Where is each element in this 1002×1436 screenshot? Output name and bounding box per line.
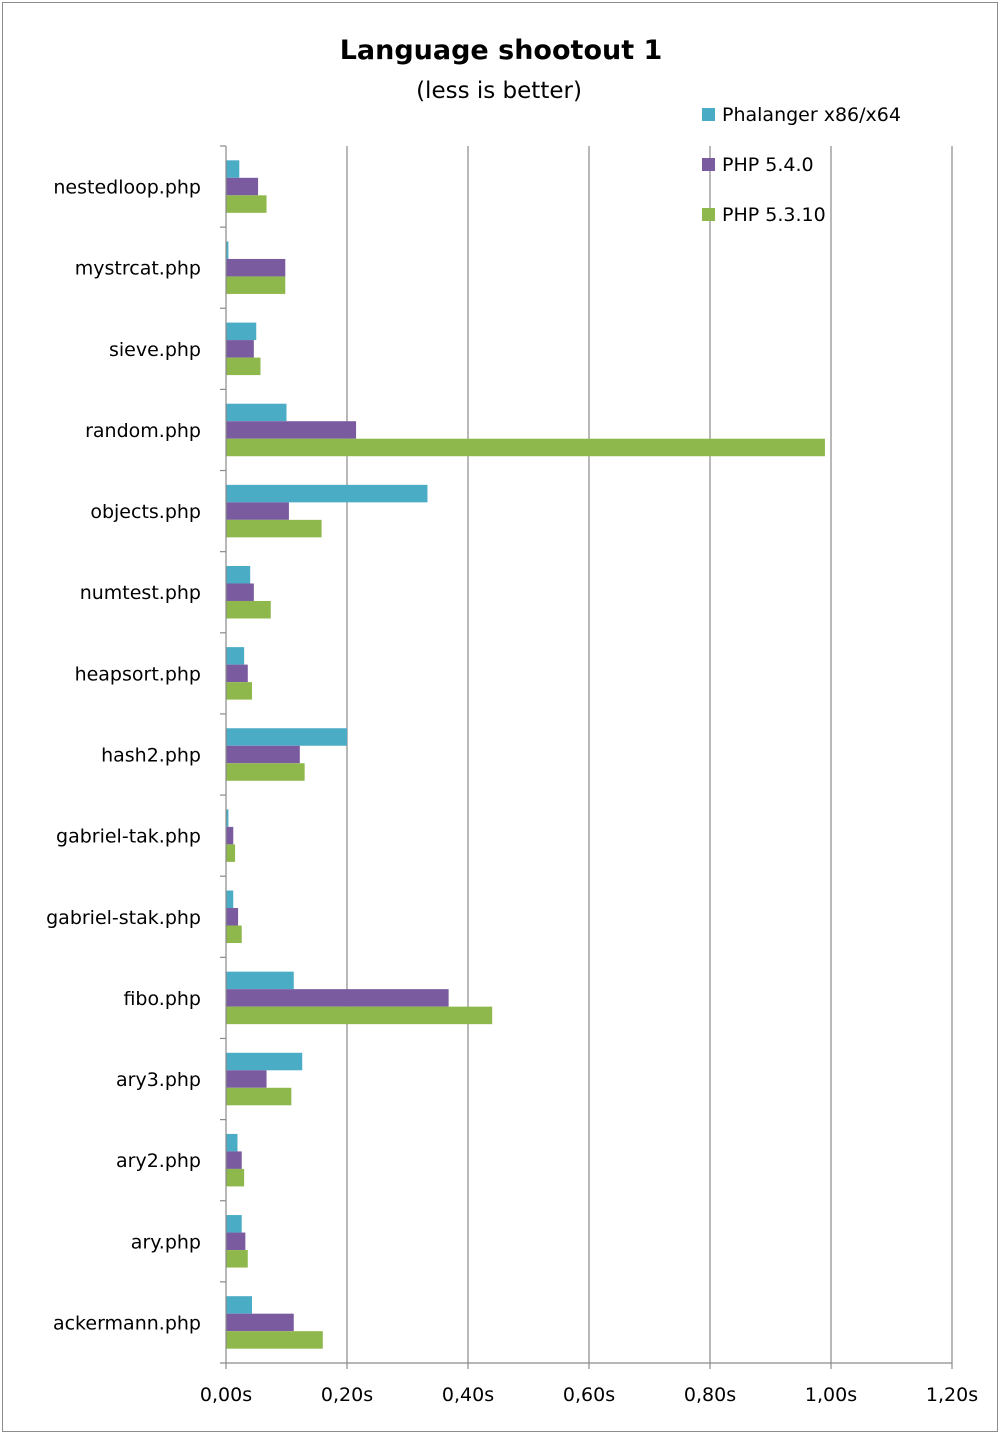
category-label: ary.php	[131, 1231, 201, 1253]
bar	[226, 600, 271, 619]
bar	[226, 322, 257, 341]
category-label: fibo.php	[123, 988, 201, 1010]
x-tick-label: 1,00s	[805, 1384, 857, 1406]
legend-label: PHP 5.4.0	[722, 154, 814, 176]
bar	[226, 1331, 323, 1349]
legend-swatch	[702, 208, 715, 221]
category-label: random.php	[85, 420, 201, 442]
bar	[226, 1232, 246, 1251]
bar	[226, 565, 251, 584]
x-tick-label: 0,00s	[200, 1384, 252, 1406]
x-tick-label: 0,20s	[321, 1384, 373, 1406]
category-label: sieve.php	[109, 339, 201, 361]
bar	[226, 484, 428, 503]
bar	[226, 1006, 493, 1025]
bar	[226, 1168, 245, 1187]
category-label: ary3.php	[116, 1069, 201, 1091]
bar	[226, 890, 234, 909]
bar	[226, 1052, 303, 1071]
tick-labels: 0,00s 0,20s 0,40s 0,60s 0,80s 1,00s 1,20s	[200, 1384, 978, 1406]
bar	[226, 502, 289, 520]
bar	[226, 1215, 242, 1233]
bar	[226, 763, 305, 781]
bar	[226, 971, 294, 990]
x-tick-label: 1,20s	[926, 1384, 978, 1406]
x-tick-label: 0,80s	[684, 1384, 736, 1406]
bar	[226, 647, 245, 665]
bar	[226, 357, 261, 376]
bar	[226, 745, 300, 764]
bar	[226, 989, 449, 1007]
legend: Phalanger x86/x64 PHP 5.4.0 PHP 5.3.10	[702, 104, 901, 226]
bar	[226, 160, 240, 178]
chart-title: Language shootout 1	[340, 35, 663, 66]
category-label: objects.php	[90, 501, 201, 523]
legend-swatch	[702, 158, 715, 171]
bar	[226, 925, 242, 944]
category-labels: nestedloop.php mystrcat.php sieve.php rando…	[46, 177, 201, 1335]
x-tick-label: 0,60s	[563, 1384, 615, 1406]
bar	[226, 728, 347, 746]
chart-subtitle: (less is better)	[416, 78, 582, 104]
bar	[226, 682, 253, 700]
bar-chart: Language shootout 1 (less is better) nes…	[46, 35, 978, 1406]
axes	[220, 145, 953, 1369]
bar	[226, 664, 248, 683]
bar	[226, 403, 287, 422]
bar	[226, 809, 229, 827]
bar	[226, 241, 229, 259]
category-label: mystrcat.php	[75, 258, 201, 280]
bar	[226, 1133, 238, 1152]
legend-label: PHP 5.3.10	[722, 204, 826, 226]
category-label: ary2.php	[116, 1150, 201, 1172]
bar	[226, 1296, 253, 1314]
bar	[226, 340, 254, 358]
bar	[226, 1087, 292, 1106]
category-label: heapsort.php	[75, 663, 201, 685]
x-tick-label: 0,40s	[442, 1384, 494, 1406]
bar	[226, 1070, 267, 1088]
category-label: numtest.php	[80, 582, 201, 604]
bar	[226, 1313, 294, 1332]
gridlines	[346, 146, 953, 1363]
bar	[226, 177, 259, 196]
category-label: ackermann.php	[53, 1312, 201, 1334]
legend-label: Phalanger x86/x64	[722, 104, 901, 126]
bars	[226, 160, 825, 1349]
bar	[226, 519, 322, 538]
bar	[226, 258, 286, 277]
bar	[226, 583, 254, 601]
bar	[226, 276, 286, 294]
bar	[226, 908, 239, 926]
bar	[226, 421, 357, 439]
bar	[226, 826, 234, 845]
bar	[226, 1151, 242, 1169]
bar	[226, 1250, 248, 1268]
category-label: hash2.php	[101, 745, 201, 767]
legend-swatch	[702, 108, 715, 121]
bar	[226, 195, 267, 213]
category-label: gabriel-stak.php	[46, 907, 201, 929]
category-label: gabriel-tak.php	[56, 826, 201, 848]
bar	[226, 438, 825, 457]
category-label: nestedloop.php	[53, 177, 201, 199]
bar	[226, 844, 236, 862]
